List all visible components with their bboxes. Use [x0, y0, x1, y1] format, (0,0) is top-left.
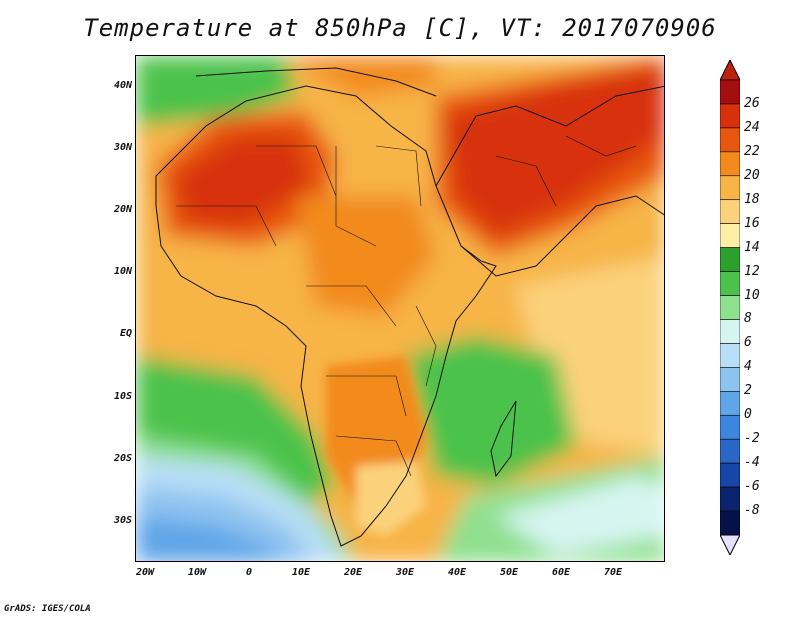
arabia-hottest	[446, 66, 664, 236]
colorbar-box	[720, 367, 740, 392]
colorbar-tick-label: 6	[744, 335, 752, 351]
east-africa-cool	[406, 336, 576, 486]
map-canvas	[136, 56, 664, 561]
border	[176, 205, 277, 247]
colorbar-box	[720, 462, 740, 488]
lat-tick-label: 30N	[113, 142, 132, 153]
colorbar-tick-label: -8	[744, 503, 760, 519]
border	[335, 435, 412, 477]
lon-tick-label: 20E	[343, 567, 363, 578]
lon-tick-label: 10E	[291, 567, 311, 578]
lon-tick-label: 40E	[447, 567, 467, 578]
colorbar-tick-label: 0	[744, 407, 752, 423]
colorbar-tick-label: -6	[744, 479, 760, 495]
colorbar-box	[720, 223, 740, 248]
colorbar-tick-label: 24	[744, 119, 760, 135]
colorbar-box	[720, 343, 740, 368]
colorbar-tick-label: -4	[744, 455, 760, 471]
colorbar-tick-label: 2	[744, 383, 752, 399]
colorbar-under-triangle	[720, 534, 740, 555]
south-atlantic-cold	[136, 516, 284, 561]
temperature-map	[135, 55, 665, 562]
border	[565, 135, 637, 157]
lat-tick-label: 30S	[113, 515, 132, 526]
colorbar-box	[720, 510, 740, 536]
colorbar-box	[720, 295, 740, 320]
lon-tick-label: 30E	[395, 567, 415, 578]
colorbar-box	[720, 175, 740, 201]
lon-tick-label: 0	[245, 567, 253, 578]
colorbar-tick-label: 20	[744, 167, 760, 183]
colorbar-tick-label: 26	[744, 95, 760, 111]
lon-tick-label: 20W	[135, 567, 155, 578]
south-indian-pale	[496, 476, 664, 556]
lat-tick-label: 40N	[113, 80, 132, 91]
colorbar-tick-label: 22	[744, 143, 760, 159]
madagascar	[490, 400, 517, 478]
country-borders	[176, 135, 637, 477]
colorbar-box	[720, 486, 740, 512]
colorbar-box	[720, 127, 740, 153]
colorbar-tick-label: 10	[744, 287, 760, 303]
border	[326, 375, 407, 417]
coastlines	[155, 67, 664, 547]
border	[335, 146, 377, 247]
lon-tick-label: 50E	[499, 567, 519, 578]
page-title: Temperature at 850hPa [C], VT: 201707090…	[83, 14, 717, 42]
africa-coastline	[155, 85, 497, 547]
border	[375, 145, 422, 207]
lat-tick-label: 10N	[113, 266, 132, 277]
colorbar-box	[720, 79, 740, 105]
north-atlantic-cool	[136, 56, 296, 126]
grads-credit: GrADS: IGES/COLA	[4, 604, 91, 614]
lon-tick-label: 60E	[551, 567, 571, 578]
lon-tick-label: 70E	[603, 567, 623, 578]
lat-tick-label: EQ	[119, 328, 132, 339]
colorbar-box	[720, 151, 740, 177]
colorbar-tick-label: 16	[744, 215, 760, 231]
lat-tick-label: 20N	[113, 204, 132, 215]
colorbar-box	[720, 438, 740, 464]
colorbar-tick-label: 12	[744, 263, 760, 279]
colorbar-box	[720, 247, 740, 272]
lon-tick-label: 10W	[187, 567, 207, 578]
lat-tick-label: 10S	[113, 391, 132, 402]
colorbar-box	[720, 414, 740, 440]
border	[415, 305, 437, 387]
colorbar-box	[720, 199, 740, 224]
colorbar-tick-label: 4	[744, 359, 752, 375]
colorbar-tick-label: 18	[744, 191, 760, 207]
colorbar-box	[720, 103, 740, 129]
middle-east-coast	[435, 85, 664, 187]
colorbar-tick-label: 14	[744, 239, 760, 255]
colorbar-tick-label: -2	[744, 431, 760, 447]
colorbar-box	[720, 391, 740, 416]
arabia-south-coast	[460, 195, 664, 277]
mediterranean-coast	[195, 67, 437, 97]
mediterranean-warm	[286, 56, 436, 96]
border	[495, 155, 557, 207]
border	[256, 145, 337, 197]
sahara-hottest	[176, 136, 311, 226]
colorbar-box	[720, 319, 740, 344]
colorbar-tick-label: 8	[744, 311, 752, 327]
colorbar-over-triangle	[720, 60, 740, 81]
lat-tick-label: 20S	[113, 453, 132, 464]
border	[306, 285, 397, 327]
colorbar	[720, 60, 740, 555]
colorbar-box	[720, 271, 740, 296]
